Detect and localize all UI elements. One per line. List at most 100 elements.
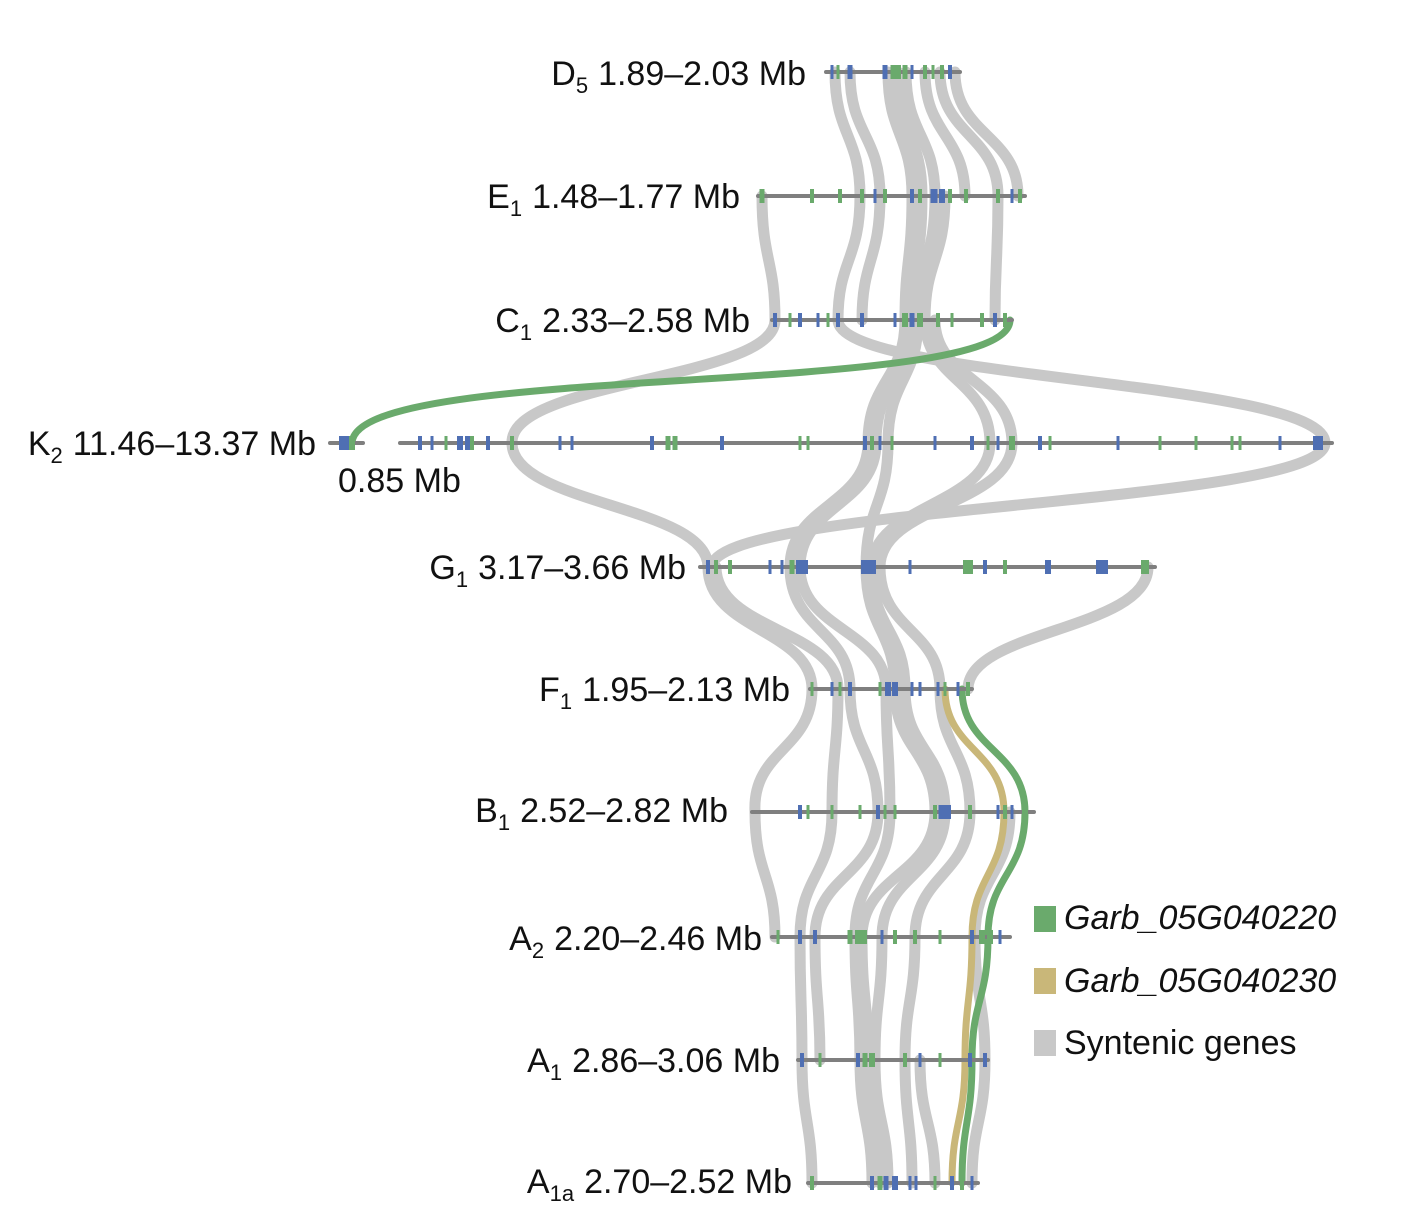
gene-mark [830, 805, 834, 819]
gene-mark [861, 930, 867, 944]
track-label-d5: D5 1.89–2.03 Mb [551, 55, 806, 98]
gene-mark [980, 313, 984, 327]
gene-mark [1278, 436, 1282, 450]
syntenic-link [506, 437, 714, 573]
gene-mark [457, 436, 463, 450]
syntenic-link [989, 190, 1004, 326]
gene-mark [869, 1053, 875, 1067]
gene-mark [1003, 560, 1007, 574]
gene-mark [672, 436, 678, 450]
syntenic-link [710, 561, 844, 695]
syntenic-link [749, 683, 818, 818]
syntenic-link [899, 683, 951, 818]
gene-mark [1194, 436, 1198, 450]
gene-mark [847, 930, 853, 944]
legend-label: Syntenic genes [1064, 1024, 1297, 1062]
gene-mark [936, 313, 940, 327]
gene-mark [816, 313, 820, 327]
gene-mark [1048, 436, 1052, 450]
track-b1 [750, 805, 1036, 819]
syntenic-link [794, 931, 808, 1066]
gene-mark [939, 189, 945, 203]
track-g1 [698, 560, 1157, 574]
track-d5 [824, 65, 962, 79]
track-label-e1: E1 1.48–1.77 Mb [487, 178, 740, 221]
gene-mark [759, 189, 765, 203]
gene-mark [796, 560, 804, 574]
gene-mark [893, 930, 897, 944]
syntenic-link [909, 806, 976, 943]
gene-mark [893, 805, 897, 819]
legend-swatch [1034, 906, 1056, 932]
syntenic-link [919, 190, 951, 326]
gene-mark [1038, 436, 1042, 450]
gene-mark [993, 313, 997, 327]
gene-mark [948, 189, 952, 203]
syntenic-link [934, 683, 976, 818]
syntenic-links [506, 66, 1331, 1189]
syntenic-link [826, 683, 844, 818]
syntenic-link [844, 683, 884, 818]
gene-mark [877, 1176, 883, 1190]
syntenic-link [784, 561, 856, 695]
syntenic-link [949, 66, 1024, 202]
syntenic-link [869, 1054, 894, 1189]
gene-mark [931, 65, 935, 79]
syntenic-link [702, 561, 818, 695]
gene-mark [349, 436, 355, 450]
syntenic-link [832, 314, 1331, 449]
track-a1a [806, 1176, 980, 1190]
gene-mark [1116, 436, 1120, 450]
gene-mark [339, 436, 351, 450]
gene-mark [936, 682, 940, 696]
gene-mark [1010, 189, 1014, 203]
gene-mark [847, 65, 853, 79]
syntenic-link [860, 437, 894, 573]
gene-mark [938, 805, 946, 819]
gene-mark [956, 682, 960, 696]
gene-mark [800, 1053, 804, 1067]
syntenic-link [869, 931, 888, 1066]
gene-mark [870, 1176, 874, 1190]
syntenic-link [906, 190, 928, 326]
gene-mark [788, 313, 792, 327]
gene-mark [773, 313, 777, 327]
gene-mark [996, 189, 1000, 203]
gene-mark [940, 65, 944, 79]
gene-mark [418, 436, 422, 450]
track-e1 [756, 189, 1027, 203]
gene-mark [892, 1176, 898, 1190]
gene-mark [948, 65, 952, 79]
gene-mark [917, 313, 923, 327]
track-label-g1: G1 3.17–3.66 Mb [429, 549, 686, 592]
gene-mark [838, 682, 842, 696]
gene-mark [902, 65, 908, 79]
syntenic-link [794, 561, 892, 695]
gene-mark [720, 436, 724, 450]
gene-mark [895, 65, 901, 79]
gene-mark [780, 560, 784, 574]
syntenic-link [870, 314, 918, 449]
syntenic-link [934, 66, 1004, 202]
gene-mark [1313, 436, 1323, 450]
gene-mark [1010, 805, 1014, 819]
gene-mark [728, 560, 732, 574]
gene-mark [883, 189, 887, 203]
gene-mark [650, 436, 654, 450]
syntenic-link [874, 437, 1018, 573]
syntenic-link [794, 806, 838, 943]
gene-mark [878, 682, 882, 696]
gene-mark [893, 313, 897, 327]
gene-mark [802, 560, 808, 574]
gene-mark [1230, 436, 1234, 450]
gene-mark [918, 189, 922, 203]
gene-mark [776, 930, 780, 944]
gene-mark [892, 682, 898, 696]
gene-mark [914, 1176, 918, 1190]
syntenic-link [882, 314, 924, 449]
syntenic-link [899, 931, 921, 1066]
gene-mark [1141, 560, 1149, 574]
gene-mark [810, 1176, 814, 1190]
track-label-a1a: A1a 2.70–2.52 Mb [527, 1163, 792, 1206]
gene-mark [938, 930, 942, 944]
